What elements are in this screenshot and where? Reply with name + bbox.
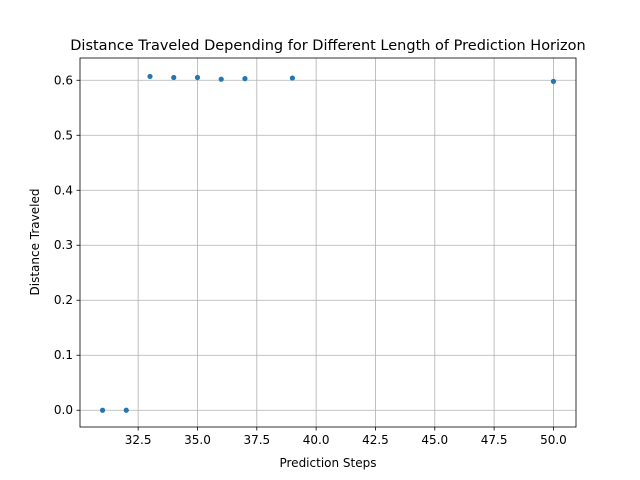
y-tick-label: 0.3 bbox=[54, 238, 73, 252]
y-tick-label: 0.2 bbox=[54, 293, 73, 307]
x-tick-label: 32.5 bbox=[125, 433, 152, 447]
data-point bbox=[550, 78, 557, 84]
x-tick-label: 42.5 bbox=[362, 433, 389, 447]
y-axis-label: Distance Traveled bbox=[28, 189, 42, 296]
data-points bbox=[99, 73, 557, 413]
data-point bbox=[242, 76, 248, 82]
data-point bbox=[147, 73, 153, 80]
data-point bbox=[289, 75, 296, 81]
y-tick-label: 0.1 bbox=[54, 348, 73, 362]
y-tick-label: 0.5 bbox=[54, 128, 73, 142]
x-axis-label: Prediction Steps bbox=[279, 456, 376, 470]
data-point bbox=[218, 76, 224, 82]
y-tick-label: 0.6 bbox=[54, 73, 73, 87]
x-tick-label: 45.0 bbox=[421, 433, 448, 447]
x-axis-ticks: 32.5 35.0 37.5 40.0 42.5 45.0 47.5 50.0 bbox=[125, 427, 567, 447]
x-tick-label: 37.5 bbox=[243, 433, 270, 447]
x-tick-label: 50.0 bbox=[540, 433, 567, 447]
x-tick-label: 47.5 bbox=[481, 433, 508, 447]
grid bbox=[80, 58, 576, 427]
data-point bbox=[123, 407, 129, 413]
y-axis-ticks: 0.0 0.1 0.2 0.3 0.4 0.5 0.6 bbox=[54, 73, 80, 417]
data-point bbox=[194, 74, 201, 81]
plot-frame bbox=[79, 57, 577, 428]
data-point bbox=[99, 407, 106, 413]
chart-title: Distance Traveled Depending for Differen… bbox=[70, 38, 585, 54]
data-point bbox=[171, 74, 177, 81]
y-tick-label: 0.0 bbox=[54, 403, 73, 417]
x-tick-label: 40.0 bbox=[303, 433, 330, 447]
y-tick-label: 0.4 bbox=[54, 183, 73, 197]
x-tick-label: 35.0 bbox=[184, 433, 211, 447]
